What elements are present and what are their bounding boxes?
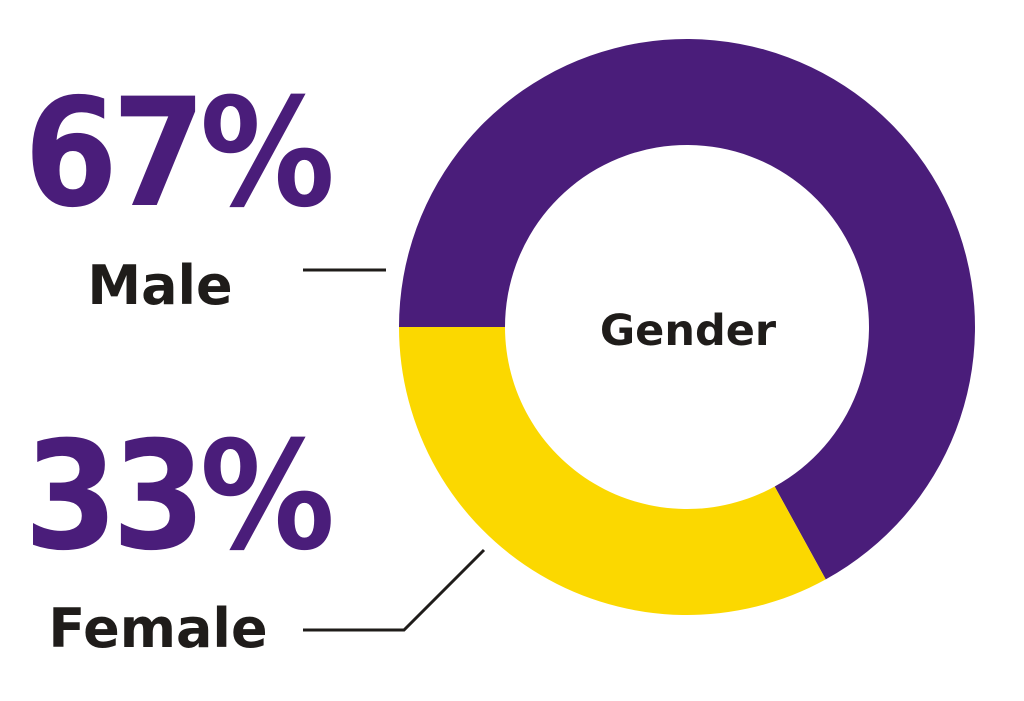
slice-male [399, 39, 975, 580]
donut-slices [399, 39, 975, 616]
female-label: Female [48, 597, 267, 660]
female-leader-line [303, 548, 486, 632]
center-label: Gender [600, 306, 777, 356]
male-label: Male [87, 254, 232, 317]
female-percentage: 33% [24, 410, 331, 584]
slice-female [399, 327, 826, 616]
male-percentage: 67% [24, 67, 331, 241]
